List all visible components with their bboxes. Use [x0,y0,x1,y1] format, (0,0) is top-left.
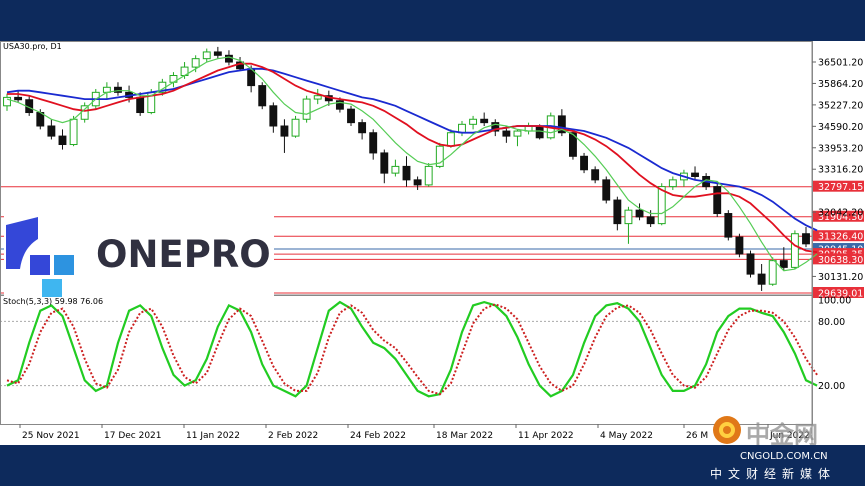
date-tick-label: 17 Dec 2021 [104,431,162,441]
candle [58,129,67,150]
candle [380,149,389,184]
stoch-tick-label: 80.00 [818,317,845,328]
candle [591,166,600,184]
candle [613,196,622,231]
date-tick-label: 4 May 2022 [600,431,653,441]
candle [802,226,810,248]
candle [469,115,478,130]
candle [480,112,489,126]
candle [757,264,766,291]
price-tick-label: 30131.20 [818,272,863,283]
price-level-label: 32797.15 [818,182,863,193]
candle [491,119,500,137]
price-level-label: 31326.40 [818,232,863,243]
price-level-tag [813,287,864,298]
date-tick-label: 18 Mar 2022 [436,431,493,441]
chart-panel: 32797.1531904.3031326.4030945.1030795.35… [0,41,865,449]
price-level-tag [813,253,864,265]
candle [602,176,611,204]
price-level-label: 30638.30 [818,255,863,266]
candle [269,102,278,133]
candle [358,119,367,140]
candle [291,115,300,138]
candle [3,93,11,111]
candle [557,109,566,137]
candle [768,257,777,286]
date-tick-label: 11 Apr 2022 [518,431,574,441]
stoch-plot-frame [0,295,813,425]
candle [369,129,378,160]
symbol-label: USA30.pro, D1 [3,42,62,51]
cngold-site: CNGOLD.COM.CN [740,451,828,462]
candle [413,176,422,190]
candle [458,120,466,137]
cngold-tagline: 中文财经新媒体 [710,467,837,481]
candle [424,163,433,187]
price-level-label: 29639.01 [818,289,863,300]
date-tick-label: 25 Nov 2021 [22,431,80,441]
candle [524,122,533,135]
candle [668,176,677,190]
price-tick-label: 34590.20 [818,122,863,133]
sma-slow-line [6,67,818,232]
candle [280,119,289,153]
stoch-tick-label: 20.00 [818,381,845,392]
candle [746,250,755,278]
price-tick-label: 36501.20 [818,58,863,69]
candle [102,82,111,100]
candle [402,156,411,187]
onepro-logo: ONEPRO [4,211,274,297]
date-tick-label: 24 Feb 2022 [350,431,406,441]
candle [635,203,644,221]
onepro-logo-text: ONEPRO [96,233,271,276]
date-tick-label: 26 M [686,431,708,441]
price-level-tag [813,230,864,242]
date-tick-label: 11 Jan 2022 [186,431,240,441]
stoch-title: Stoch(5,3,3) 59.98 76.06 [3,297,103,306]
footer-bar: CNGOLD.COM.CN 中文财经新媒体 [0,445,865,486]
date-tick-label: Jun 2022 [769,431,810,441]
date-tick-label: 2 Feb 2022 [268,431,318,441]
candle [14,90,23,103]
price-tick-label: 33953.20 [818,143,863,154]
candle [114,82,122,96]
candle [213,46,222,59]
stoch-k-line [6,300,818,398]
candle [302,95,311,123]
candle [513,129,522,147]
candle [313,88,322,105]
candle [258,82,267,110]
candle [80,102,89,123]
candle [779,247,788,271]
candle [202,48,211,63]
sma-fast-line [6,56,818,272]
onepro-logo-mark [6,217,74,297]
stoch-tick-label: 100.00 [818,296,851,307]
price-tick-label: 35864.20 [818,79,863,90]
price-tick-label: 32042.20 [818,208,863,219]
candle [347,105,355,126]
candle [580,152,588,174]
candle [435,142,444,169]
cngold-name: 中金网 [746,421,818,449]
candle [790,230,799,270]
candle [691,166,699,180]
price-tick-label: 33316.20 [818,165,863,176]
sma-mid-line [7,62,818,254]
cngold-watermark: 中金网 [712,413,862,449]
candle [391,159,400,177]
candle [169,72,178,88]
price-level-tag [813,210,864,222]
candle [724,210,733,241]
price-level-label: 31904.30 [818,212,863,223]
cngold-logo-icon [713,416,741,444]
price-level-tag [813,180,864,192]
candle [47,119,56,140]
candle [624,206,633,244]
price-tick-label: 35227.20 [818,100,863,111]
candle [713,183,722,217]
candle [735,233,744,258]
candle [502,125,511,143]
stoch-d-line [6,303,818,396]
